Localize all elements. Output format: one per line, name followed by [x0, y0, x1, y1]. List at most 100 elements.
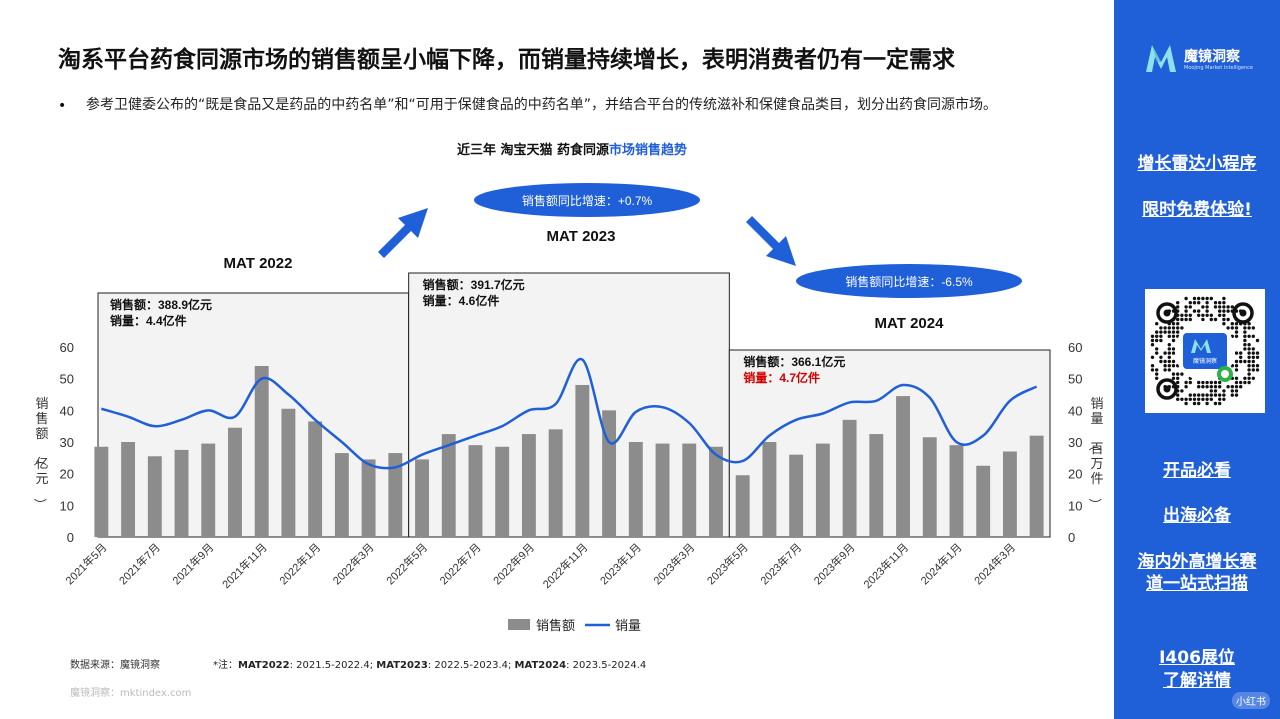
bar-sales [762, 442, 777, 537]
period-box-2 [728, 349, 1051, 538]
y-right-tick-4: 40 [1068, 403, 1082, 418]
bar-sales [334, 453, 349, 537]
note-mat2022: MAT2022 [238, 660, 290, 671]
chart-title-highlight: 市场销售趋势 [609, 143, 688, 158]
logo-text: 魔镜洞察 [1184, 48, 1240, 65]
legend-sales-swatch [508, 619, 530, 630]
x-tick-label: 2021年11月 [219, 540, 270, 591]
bar-sales [388, 453, 403, 537]
platform-tag: 小红书 [1232, 692, 1270, 709]
bar-sales [682, 443, 697, 537]
period-volume-2: 销量：4.7亿件 [743, 370, 820, 385]
brand-logo[interactable]: 魔镜洞察 Moojing Market Intelligence [1144, 42, 1253, 74]
bar-sales [735, 475, 750, 537]
bar-sales [548, 429, 563, 537]
x-tick-label: 2022年9月 [490, 540, 537, 587]
y-right-label: 销量（百万件） [1087, 396, 1103, 511]
y-right-tick-1: 10 [1068, 498, 1082, 513]
growth-badge-text-0: 销售额同比增速：+0.7% [522, 193, 653, 208]
y-left-tick-4: 40 [60, 403, 74, 418]
period-sales-0: 销售额：388.9亿元 [110, 297, 212, 312]
note-range-2023: : 2022.5-2023.4; [427, 660, 515, 671]
x-tick-label: 2022年7月 [437, 540, 484, 587]
x-tick-label: 2024年1月 [918, 540, 965, 587]
y-left-tick-1: 10 [60, 498, 74, 513]
note-prefix: *注： [213, 660, 238, 671]
y-left-tick-0: 0 [67, 530, 74, 545]
y-right-tick-0: 0 [1068, 530, 1075, 545]
x-tick-label: 2023年9月 [811, 540, 858, 587]
x-tick-label: 2023年1月 [597, 540, 644, 587]
y-left-tick-2: 20 [60, 467, 74, 482]
bar-sales [94, 446, 109, 537]
chart-title: 近三年 淘宝天猫 药食同源市场销售趋势 [0, 139, 1114, 158]
link-growth-scan-line2[interactable]: 道一站式扫描 [1146, 574, 1248, 594]
link-learn-more[interactable]: 了解详情 [1163, 671, 1231, 691]
growth-badge-0 [474, 183, 700, 217]
line-volume [101, 357, 1038, 470]
x-tick-label: 2022年3月 [330, 540, 377, 587]
bar-sales [201, 443, 216, 537]
y-right-tick-5: 50 [1068, 372, 1082, 387]
y-right-tick-3: 30 [1068, 435, 1082, 450]
legend-volume-label: 销量 [615, 618, 641, 633]
growth-badge-text-1: 销售额同比增速：-6.5% [845, 274, 973, 289]
y-left-label: 销售额（亿元） [32, 396, 48, 511]
period-volume-1: 销量：4.6亿件 [423, 293, 500, 308]
y-left-tick-5: 50 [60, 372, 74, 387]
bar-sales [521, 434, 536, 537]
bar-sales [1029, 435, 1044, 537]
page-title: 淘系平台药食同源市场的销售额呈小幅下降，而销量持续增长，表明消费者仍有一定需求 [58, 47, 955, 73]
chart-title-prefix: 近三年 淘宝天猫 药食同源 [456, 143, 610, 158]
y-right-tick-2: 20 [1068, 467, 1082, 482]
bar-sales [174, 449, 189, 537]
bar-sales [949, 445, 964, 537]
link-booth[interactable]: I406展位 [1159, 648, 1235, 668]
down-arrow-icon [746, 216, 796, 266]
period-label-2: MAT 2024 [875, 315, 945, 332]
watermark: 魔镜洞察：mktindex.com [70, 688, 192, 699]
x-tick-label: 2022年5月 [383, 540, 430, 587]
period-sales-1: 销售额：391.7亿元 [423, 277, 525, 292]
bar-sales [495, 446, 510, 537]
legend-sales-label: 销售额 [536, 618, 575, 633]
bar-sales [869, 434, 884, 537]
note-mat2024: MAT2024 [514, 660, 567, 671]
bar-sales [361, 459, 376, 537]
up-arrow-icon [378, 208, 428, 258]
x-tick-label: 2023年5月 [704, 540, 751, 587]
bullet-dot: • [58, 98, 67, 114]
promo-free-trial-link[interactable]: 限时免费体验! [1142, 200, 1252, 220]
x-tick-label: 2024年3月 [971, 540, 1018, 587]
note-range-2024: : 2023.5-2024.4 [566, 660, 647, 671]
link-growth-scan-line1[interactable]: 海内外高增长赛 [1137, 552, 1257, 572]
x-tick-label: 2023年3月 [650, 540, 697, 587]
moojing-logo-icon [1146, 45, 1176, 72]
x-tick-label: 2021年9月 [169, 540, 216, 587]
bar-sales [842, 419, 857, 537]
footnote: *注：MAT2022: 2021.5-2022.4; MAT2023: 2022… [213, 656, 646, 671]
x-tick-label: 2023年11月 [860, 540, 911, 591]
bar-sales [976, 465, 991, 537]
x-tick-label: 2023年7月 [757, 540, 804, 587]
y-right-tick-6: 60 [1068, 340, 1082, 355]
qr-code[interactable]: 魔镜洞察 [1145, 289, 1265, 413]
promo-mini-program-link[interactable]: 增长雷达小程序 [1137, 154, 1257, 174]
data-source: 数据来源：魔镜洞察 [70, 660, 160, 671]
x-tick-label: 2021年7月 [116, 540, 163, 587]
bullet-text: 参考卫健委公布的“既是食品又是药品的中药名单”和“可用于保健食品的中药名单”，并… [86, 97, 998, 113]
link-overseas[interactable]: 出海必备 [1163, 506, 1231, 526]
note-mat2023: MAT2023 [376, 660, 428, 671]
report-slide: 淘系平台药食同源市场的销售额呈小幅下降，而销量持续增长，表明消费者仍有一定需求 … [0, 47, 1114, 699]
bar-sales [789, 454, 804, 537]
x-tick-label: 2021年5月 [62, 540, 109, 587]
link-product-selection[interactable]: 开品必看 [1163, 461, 1231, 481]
bar-sales [415, 459, 429, 537]
x-tick-label: 2022年1月 [276, 540, 323, 587]
qr-label: 魔镜洞察 [1193, 357, 1217, 365]
bar-sales [575, 385, 590, 537]
y-left-tick-6: 60 [60, 340, 74, 355]
bar-sales [1002, 451, 1017, 537]
bar-sales [121, 442, 136, 537]
